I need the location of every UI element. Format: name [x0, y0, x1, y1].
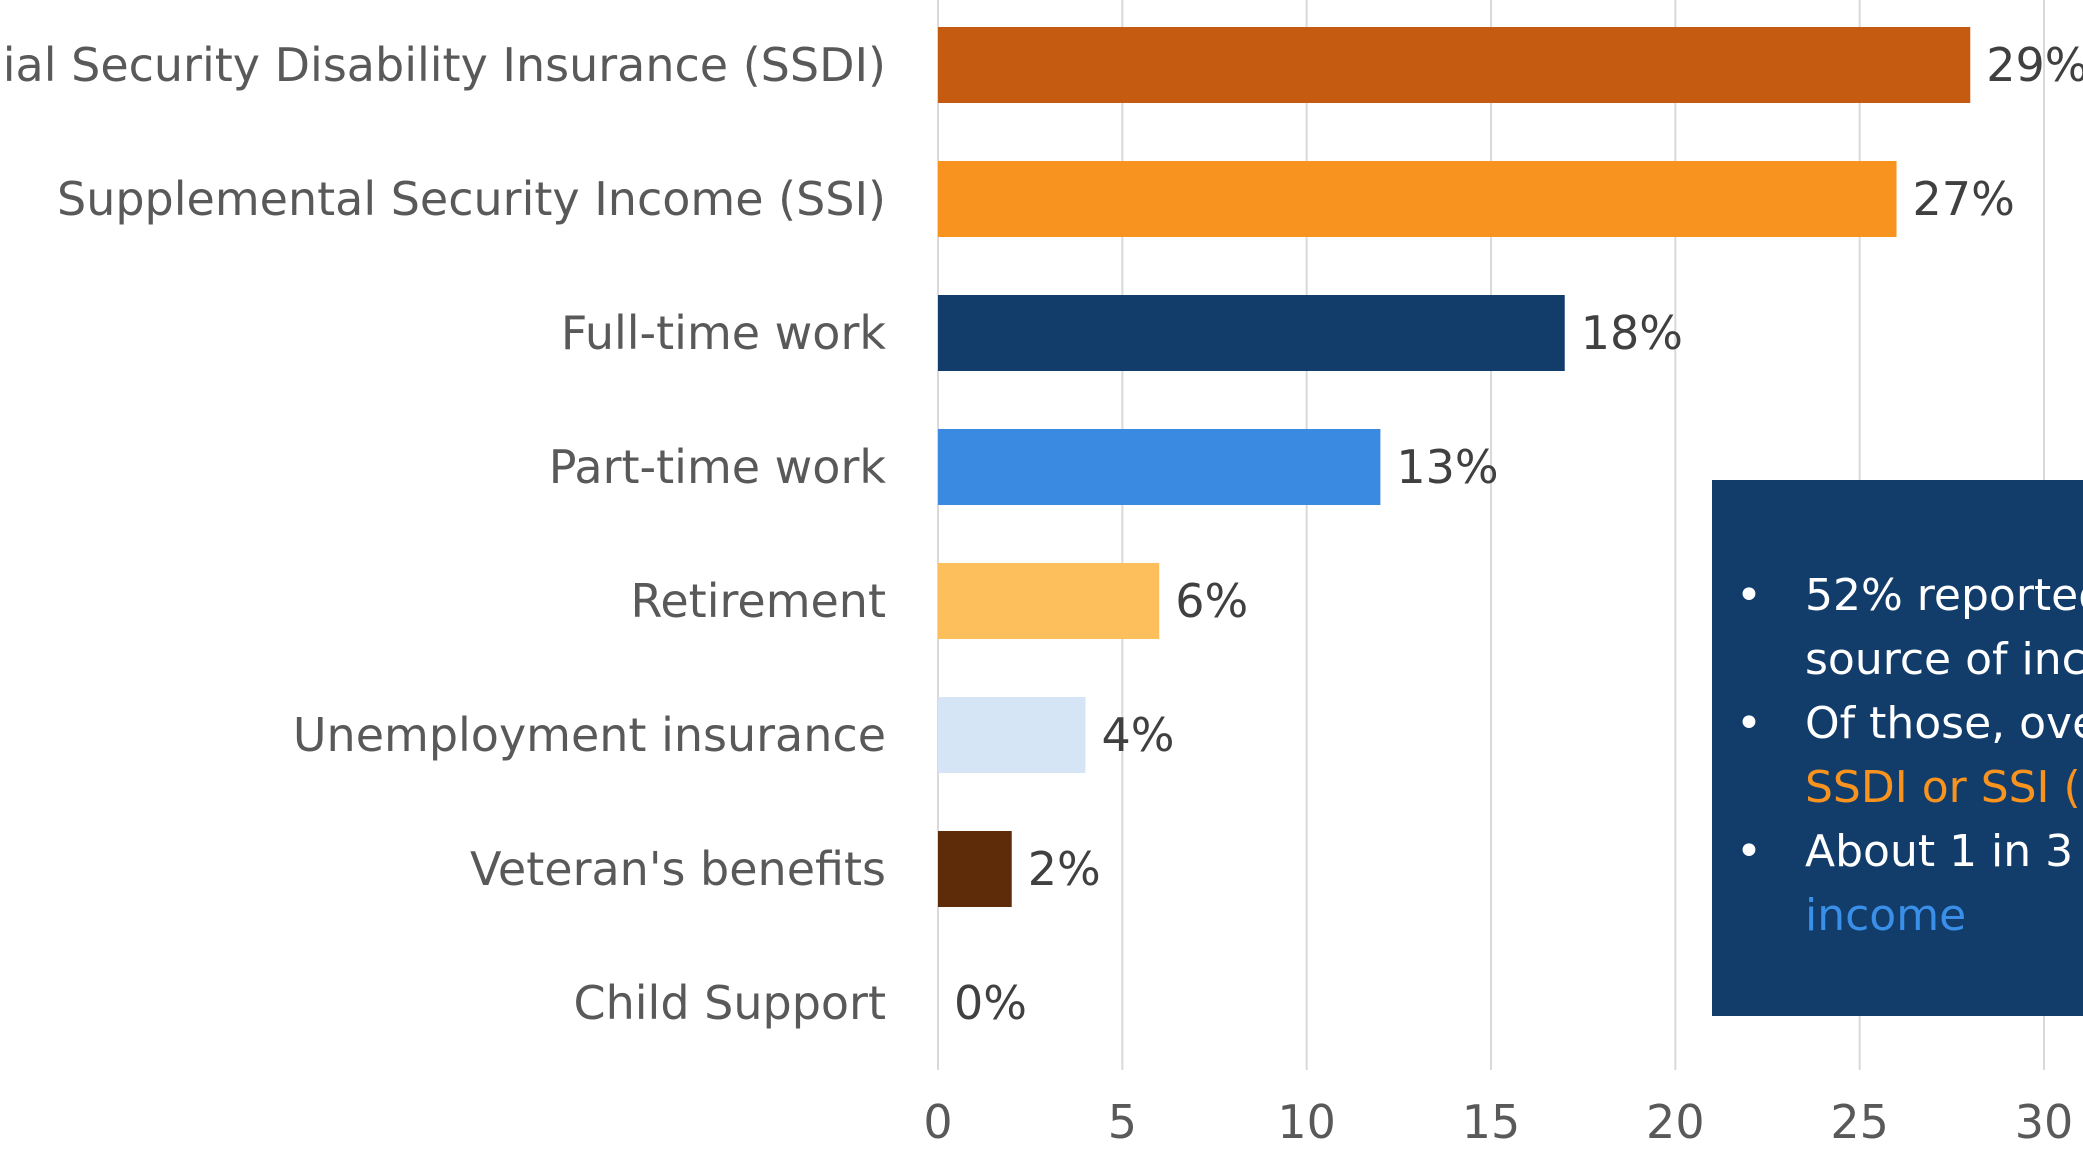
bar	[938, 697, 1086, 773]
x-axis-ticks: 0 5 10 15 20 25 30	[923, 1095, 2073, 1149]
bar-data-label: 27%	[1913, 172, 2015, 226]
category-label: Unemployment insurance	[293, 708, 886, 762]
bar	[938, 429, 1381, 505]
bar	[938, 27, 1971, 103]
callout-highlight-orange: SSDI or SSI (5	[1805, 762, 2083, 813]
category-labels: Social Security Disability Insurance (SS…	[0, 38, 886, 1030]
callout-bullet-line: Of those, ove	[1805, 698, 2083, 749]
x-tick-label: 10	[1277, 1095, 1336, 1149]
bar	[938, 161, 1897, 237]
category-label: Veteran's benefits	[470, 842, 886, 896]
category-label: Retirement	[630, 574, 886, 628]
category-label: Full-time work	[561, 306, 886, 360]
bar	[938, 831, 1012, 907]
category-label: Social Security Disability Insurance (SS…	[0, 38, 886, 92]
data-labels: 29% 27% 18% 13% 6% 4% 2% 0%	[954, 38, 2083, 1030]
bar-data-label: 6%	[1175, 574, 1248, 628]
x-tick-label: 20	[1646, 1095, 1705, 1149]
callout-bullet-line: 52% reported	[1805, 570, 2083, 621]
x-tick-label: 0	[923, 1095, 952, 1149]
bars	[938, 27, 1971, 907]
callout-bullet-line: source of inc	[1805, 634, 2083, 685]
callout-bullet-line: About 1 in 3 h	[1805, 826, 2074, 877]
bar-data-label: 4%	[1101, 708, 1174, 762]
bar-data-label: 29%	[1986, 38, 2083, 92]
bar	[938, 563, 1160, 639]
bar-data-label: 2%	[1028, 842, 1101, 896]
category-label: Supplemental Security Income (SSI)	[57, 172, 886, 226]
callout-bullet: 52% reported source of inc	[1712, 564, 2083, 692]
bar-data-label: 13%	[1396, 440, 1498, 494]
x-tick-label: 30	[2015, 1095, 2074, 1149]
x-tick-label: 15	[1462, 1095, 1521, 1149]
x-tick-label: 5	[1108, 1095, 1137, 1149]
callout-bullet: About 1 in 3 h income	[1712, 820, 2083, 948]
bar	[938, 295, 1565, 371]
callout-bullet: Of those, ove SSDI or SSI (5	[1712, 692, 2083, 820]
bar-data-label: 0%	[954, 976, 1027, 1030]
callout-highlight-blue: income	[1805, 890, 1967, 941]
x-tick-label: 25	[1830, 1095, 1889, 1149]
category-label: Part-time work	[549, 440, 887, 494]
bar-data-label: 18%	[1581, 306, 1683, 360]
summary-callout: 52% reported source of inc Of those, ove…	[1712, 480, 2083, 1016]
callout-bullet-list: 52% reported source of inc Of those, ove…	[1712, 564, 2083, 948]
category-label: Child Support	[574, 976, 887, 1030]
